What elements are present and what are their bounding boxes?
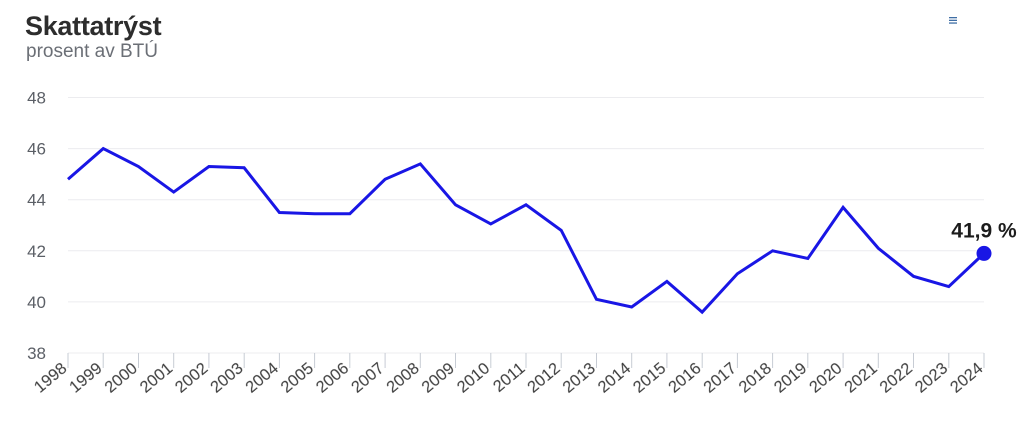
svg-text:2017: 2017 <box>700 359 740 396</box>
svg-text:2014: 2014 <box>595 359 635 396</box>
svg-text:2001: 2001 <box>137 359 177 396</box>
svg-text:2004: 2004 <box>242 359 282 396</box>
svg-text:2024: 2024 <box>947 359 987 396</box>
svg-text:2008: 2008 <box>383 359 423 396</box>
svg-text:1998: 1998 <box>31 359 71 396</box>
svg-text:44: 44 <box>27 191 46 210</box>
svg-text:2003: 2003 <box>207 359 247 396</box>
svg-text:2023: 2023 <box>912 359 952 396</box>
svg-text:40: 40 <box>27 293 46 312</box>
svg-text:2010: 2010 <box>454 359 494 396</box>
svg-text:1999: 1999 <box>66 359 106 396</box>
svg-text:2006: 2006 <box>313 359 353 396</box>
svg-text:42: 42 <box>27 242 46 261</box>
svg-text:2002: 2002 <box>172 359 212 396</box>
svg-text:41,9 %: 41,9 % <box>951 219 1017 242</box>
svg-text:2018: 2018 <box>735 359 775 396</box>
svg-text:2020: 2020 <box>806 359 846 396</box>
svg-text:48: 48 <box>27 89 46 108</box>
svg-text:2016: 2016 <box>665 359 705 396</box>
svg-text:2000: 2000 <box>101 359 141 396</box>
svg-text:2005: 2005 <box>277 359 317 396</box>
svg-text:2022: 2022 <box>876 359 916 396</box>
svg-text:2012: 2012 <box>524 359 564 396</box>
svg-text:2015: 2015 <box>630 359 670 396</box>
svg-text:46: 46 <box>27 140 46 159</box>
svg-text:2009: 2009 <box>418 359 458 396</box>
svg-text:38: 38 <box>27 344 46 363</box>
svg-text:2011: 2011 <box>490 359 529 396</box>
svg-text:2019: 2019 <box>771 359 811 396</box>
svg-text:2013: 2013 <box>559 359 599 396</box>
svg-text:2021: 2021 <box>841 359 881 396</box>
svg-text:2007: 2007 <box>348 359 388 396</box>
